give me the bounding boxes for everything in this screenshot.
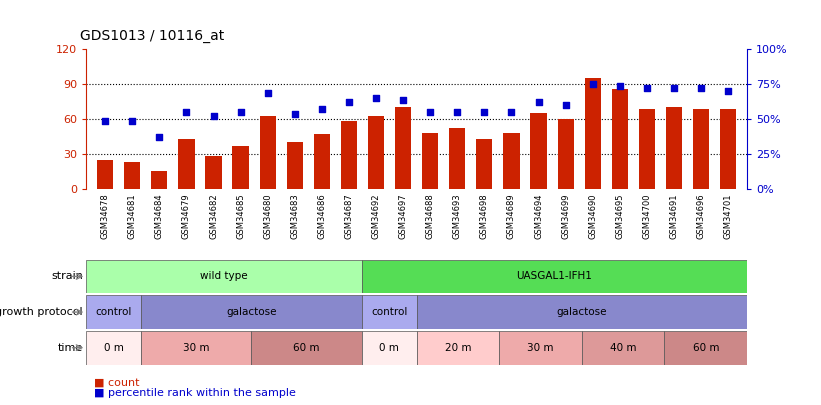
Text: 30 m: 30 m bbox=[527, 343, 554, 353]
Bar bbox=[530, 113, 547, 189]
Point bbox=[695, 85, 708, 91]
Bar bbox=[361, 331, 416, 364]
Bar bbox=[361, 295, 416, 329]
Bar bbox=[693, 109, 709, 189]
Point bbox=[261, 90, 274, 97]
Text: GDS1013 / 10116_at: GDS1013 / 10116_at bbox=[80, 30, 224, 43]
Bar bbox=[582, 331, 664, 364]
Point bbox=[397, 97, 410, 104]
Point bbox=[451, 109, 464, 115]
Bar bbox=[97, 160, 113, 189]
Bar bbox=[449, 128, 466, 189]
Bar bbox=[503, 133, 520, 189]
Text: 20 m: 20 m bbox=[445, 343, 471, 353]
Point bbox=[613, 83, 626, 90]
Text: strain: strain bbox=[51, 271, 83, 281]
Bar bbox=[178, 139, 195, 189]
Text: 60 m: 60 m bbox=[293, 343, 319, 353]
Bar bbox=[232, 145, 249, 189]
Bar bbox=[151, 171, 167, 189]
Bar bbox=[585, 78, 601, 189]
Text: 30 m: 30 m bbox=[183, 343, 209, 353]
Bar bbox=[141, 331, 251, 364]
Bar bbox=[476, 139, 493, 189]
Bar bbox=[612, 90, 628, 189]
Bar bbox=[368, 116, 384, 189]
Text: 0 m: 0 m bbox=[379, 343, 399, 353]
Bar bbox=[124, 162, 140, 189]
Text: control: control bbox=[95, 307, 132, 317]
Point bbox=[640, 85, 654, 91]
Bar bbox=[287, 142, 303, 189]
Bar bbox=[86, 260, 361, 293]
Text: UASGAL1-IFH1: UASGAL1-IFH1 bbox=[516, 271, 592, 281]
Bar bbox=[361, 260, 747, 293]
Bar bbox=[666, 107, 682, 189]
Text: 40 m: 40 m bbox=[610, 343, 636, 353]
Text: growth protocol: growth protocol bbox=[0, 307, 83, 317]
Text: ■ percentile rank within the sample: ■ percentile rank within the sample bbox=[94, 388, 296, 398]
Point bbox=[369, 94, 383, 101]
Point bbox=[505, 109, 518, 115]
Bar bbox=[639, 109, 655, 189]
Bar bbox=[664, 331, 747, 364]
Point bbox=[315, 106, 328, 112]
Bar bbox=[141, 295, 361, 329]
Bar bbox=[259, 116, 276, 189]
Text: control: control bbox=[371, 307, 407, 317]
Point bbox=[586, 80, 599, 87]
Point bbox=[126, 118, 139, 125]
Text: galactose: galactose bbox=[557, 307, 608, 317]
Point bbox=[288, 111, 301, 118]
Text: 60 m: 60 m bbox=[693, 343, 719, 353]
Point bbox=[722, 87, 735, 94]
Text: time: time bbox=[57, 343, 83, 353]
Bar bbox=[416, 331, 499, 364]
Bar bbox=[86, 331, 141, 364]
Bar bbox=[557, 119, 574, 189]
Point bbox=[478, 109, 491, 115]
Point bbox=[180, 109, 193, 115]
Text: wild type: wild type bbox=[200, 271, 248, 281]
Point bbox=[207, 113, 220, 119]
Bar bbox=[314, 134, 330, 189]
Bar bbox=[86, 295, 141, 329]
Bar bbox=[499, 331, 582, 364]
Point bbox=[667, 85, 681, 91]
Point bbox=[559, 101, 572, 108]
Bar bbox=[205, 156, 222, 189]
Point bbox=[234, 109, 247, 115]
Point bbox=[424, 109, 437, 115]
Point bbox=[532, 98, 545, 105]
Text: galactose: galactose bbox=[226, 307, 277, 317]
Bar bbox=[341, 121, 357, 189]
Point bbox=[99, 118, 112, 125]
Bar bbox=[395, 107, 411, 189]
Bar bbox=[251, 331, 361, 364]
Bar bbox=[422, 133, 438, 189]
Point bbox=[342, 98, 355, 105]
Bar bbox=[720, 109, 736, 189]
Bar bbox=[416, 295, 747, 329]
Text: 0 m: 0 m bbox=[103, 343, 124, 353]
Text: ■ count: ■ count bbox=[94, 378, 140, 388]
Point bbox=[153, 134, 166, 140]
